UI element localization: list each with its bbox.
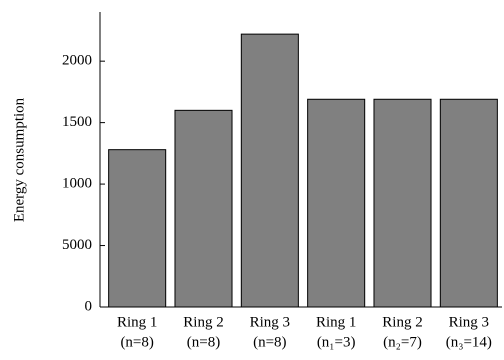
x-tick-label: Ring 2 [382,314,422,330]
x-tick-note: (n₁=3) [317,334,356,350]
bar [240,33,299,308]
x-tick-note: (n=8) [187,334,220,350]
y-tick-label: 1000 [62,176,92,192]
y-tick-label: 2000 [62,53,92,69]
x-tick-label: Ring 3 [449,314,489,330]
bar [307,98,366,308]
y-tick-label: 1500 [62,114,92,130]
y-tick-label: 0 [85,298,93,314]
x-tick-note: (n₂=7) [383,334,422,350]
bar [373,98,432,308]
bar [108,149,167,308]
y-axis-label: Energy consumption [11,97,27,222]
bar [439,98,498,308]
bar [174,109,233,308]
x-tick-note: (n=8) [120,334,153,350]
x-tick-label: Ring 2 [183,314,223,330]
x-tick-label: Ring 1 [117,314,157,330]
x-tick-note: (n=8) [253,334,286,350]
x-tick-label: Ring 1 [316,314,356,330]
x-tick-label: Ring 3 [250,314,290,330]
x-tick-note: (n₃=14) [446,334,492,350]
y-tick-label: 5000 [62,237,92,253]
